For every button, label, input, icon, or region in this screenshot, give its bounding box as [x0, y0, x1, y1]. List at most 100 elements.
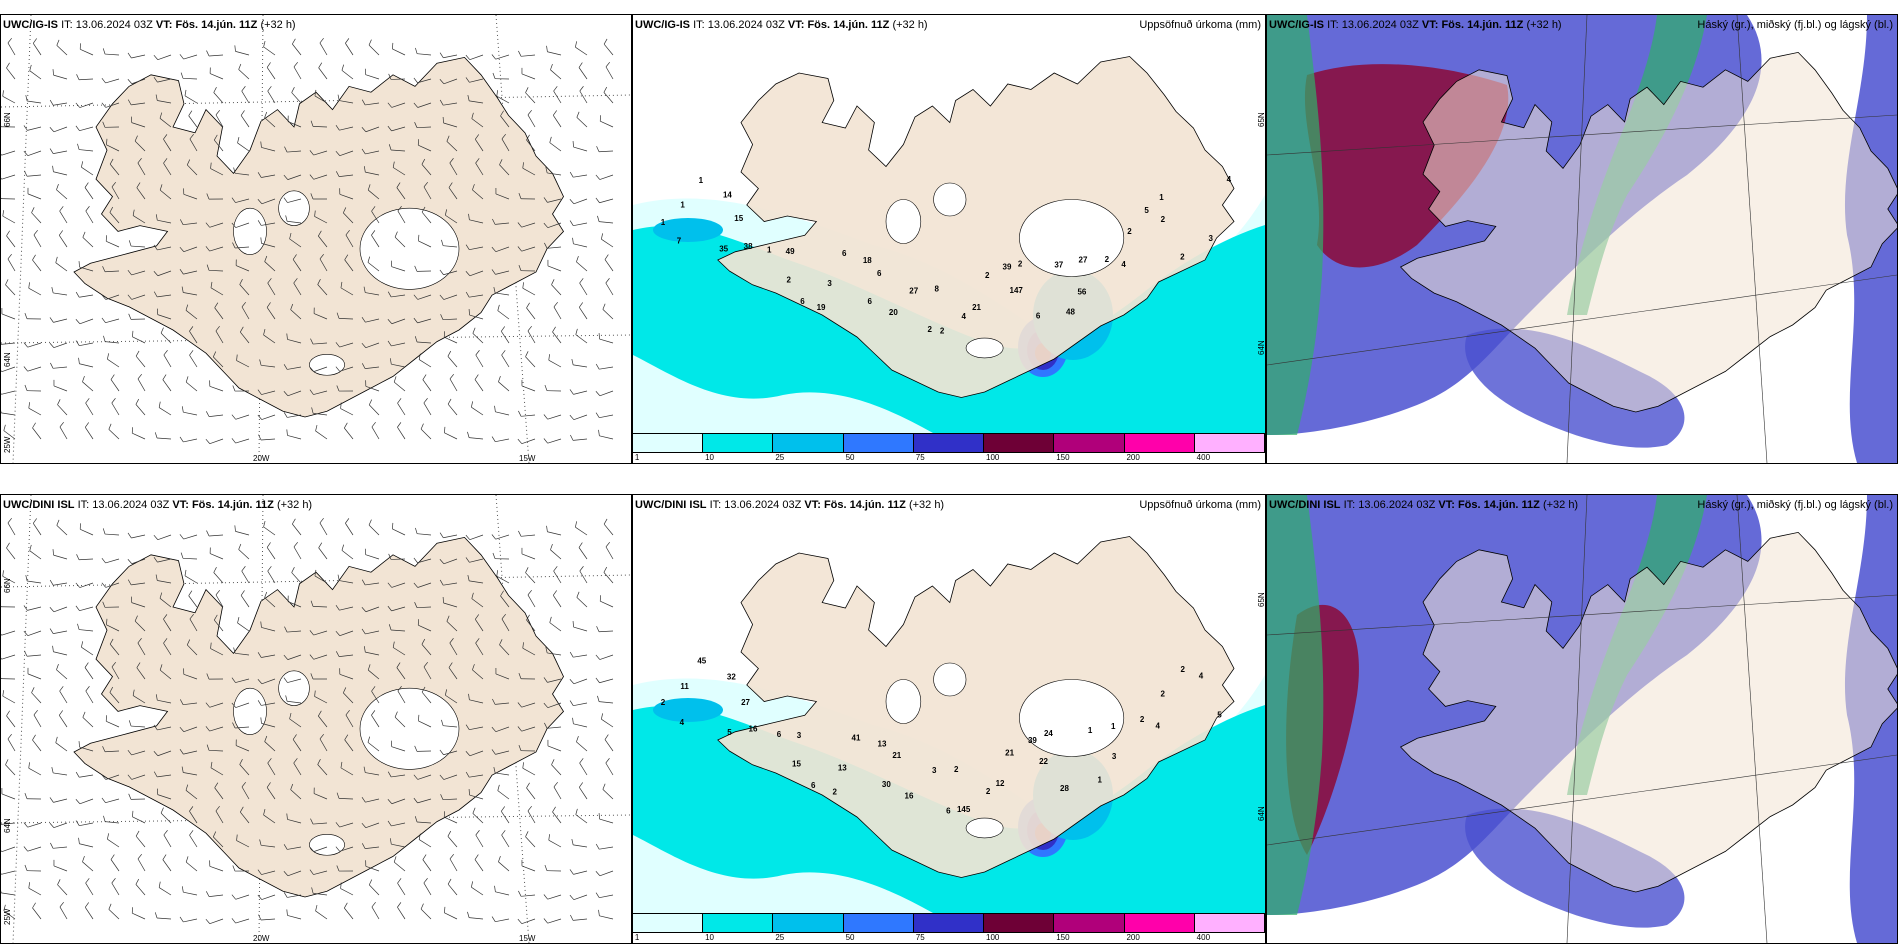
barb-shaft: [32, 523, 42, 536]
barb-feather: [102, 601, 106, 608]
wind-barb: [572, 621, 588, 632]
precip-value-label: 1: [1088, 726, 1093, 735]
wind-barb: [491, 246, 510, 253]
wind-barb: [310, 818, 328, 825]
wind-barb: [209, 67, 224, 80]
barb-feather: [465, 724, 470, 730]
barb-feather: [75, 102, 81, 108]
barb-shaft: [553, 306, 562, 320]
colorbar-segment: [843, 913, 914, 933]
barb-shaft: [238, 549, 250, 560]
barb-shaft: [214, 307, 224, 320]
barb-shaft: [553, 570, 562, 584]
barb-shaft: [235, 918, 250, 924]
barb-feather: [241, 566, 246, 572]
wind-barb: [413, 774, 432, 780]
barb-shaft: [184, 575, 198, 584]
wind-barb: [102, 121, 120, 128]
wind-barb: [127, 294, 146, 300]
barb-feather: [137, 158, 142, 164]
wind-barb: [361, 126, 380, 133]
wind-barb: [1, 366, 16, 373]
colorbar-segment: [913, 913, 985, 933]
barb-shaft: [365, 126, 380, 133]
wind-barb: [474, 614, 484, 632]
barb-shaft: [345, 43, 354, 56]
barb-shaft: [340, 767, 354, 776]
wind-barb: [392, 161, 406, 176]
wind-barb: [28, 762, 42, 776]
barb-shaft: [443, 558, 458, 565]
barb-feather: [491, 246, 497, 252]
wind-barb: [526, 302, 536, 320]
barb-shaft: [27, 630, 42, 636]
barb-feather: [518, 530, 522, 537]
barb-shaft: [318, 67, 328, 80]
wind-barb: [24, 864, 42, 872]
precip-value-label: 20: [889, 308, 898, 317]
barb-feather: [103, 815, 106, 822]
barb-shaft: [417, 533, 432, 536]
barb-feather: [102, 121, 106, 128]
barb-feather: [188, 110, 193, 116]
barb-feather: [552, 590, 558, 596]
wind-barb: [309, 150, 328, 156]
barb-shaft: [575, 526, 588, 536]
barb-feather: [155, 94, 158, 101]
barb-feather: [240, 590, 245, 596]
wind-barb: [293, 61, 302, 80]
wind-barb: [310, 673, 328, 680]
wind-barb: [132, 330, 146, 344]
barb-feather: [233, 647, 236, 654]
barb-shaft: [397, 427, 406, 440]
barb-shaft: [367, 669, 380, 680]
barb-shaft: [417, 78, 432, 84]
wind-barb: [1, 630, 16, 636]
precip-value-label: 2: [1180, 665, 1185, 674]
wind-barb: [492, 218, 510, 225]
barb-shaft: [209, 246, 224, 252]
barb-shaft: [315, 430, 328, 440]
wind-barb: [371, 206, 380, 224]
barb-shaft: [131, 245, 146, 248]
barb-shaft: [5, 284, 16, 296]
barb-feather: [52, 549, 54, 556]
barb-feather: [544, 722, 548, 729]
barb-feather: [1, 850, 3, 852]
barb-shaft: [600, 120, 614, 128]
lon-label: 15W: [519, 454, 536, 463]
wind-barb: [77, 143, 94, 152]
barb-shaft: [421, 211, 432, 224]
barb-feather: [31, 207, 35, 213]
barb-feather: [101, 102, 106, 108]
barb-feather: [260, 717, 262, 724]
wind-barb: [23, 630, 42, 636]
wind-barb: [5, 759, 16, 776]
precip-value-label: 2: [940, 326, 945, 335]
barb-shaft: [339, 100, 354, 104]
wind-barb: [367, 736, 380, 752]
iceland-landmass: [717, 56, 1235, 398]
wind-barb: [475, 158, 484, 176]
wind-barb: [499, 639, 510, 656]
barb-shaft: [263, 814, 276, 824]
barb-shaft: [551, 764, 562, 776]
barb-shaft: [106, 240, 120, 248]
lead-time: (+32 h): [1526, 19, 1562, 31]
iceland-landmass: [73, 536, 565, 898]
barb-feather: [465, 54, 471, 60]
barb-shaft: [29, 70, 42, 80]
barb-feather: [283, 871, 289, 877]
wind-barb: [103, 815, 120, 824]
barb-feather: [6, 710, 10, 717]
precip-value-label: 45: [697, 657, 706, 666]
barb-feather: [292, 38, 296, 45]
barb-shaft: [344, 427, 354, 440]
barb-feather: [335, 605, 340, 611]
barb-feather: [260, 237, 262, 244]
barb-feather: [493, 286, 496, 293]
wind-barb: [474, 134, 484, 152]
barb-shaft: [28, 287, 42, 296]
wind-barb: [552, 110, 562, 128]
wind-barb: [423, 661, 432, 680]
